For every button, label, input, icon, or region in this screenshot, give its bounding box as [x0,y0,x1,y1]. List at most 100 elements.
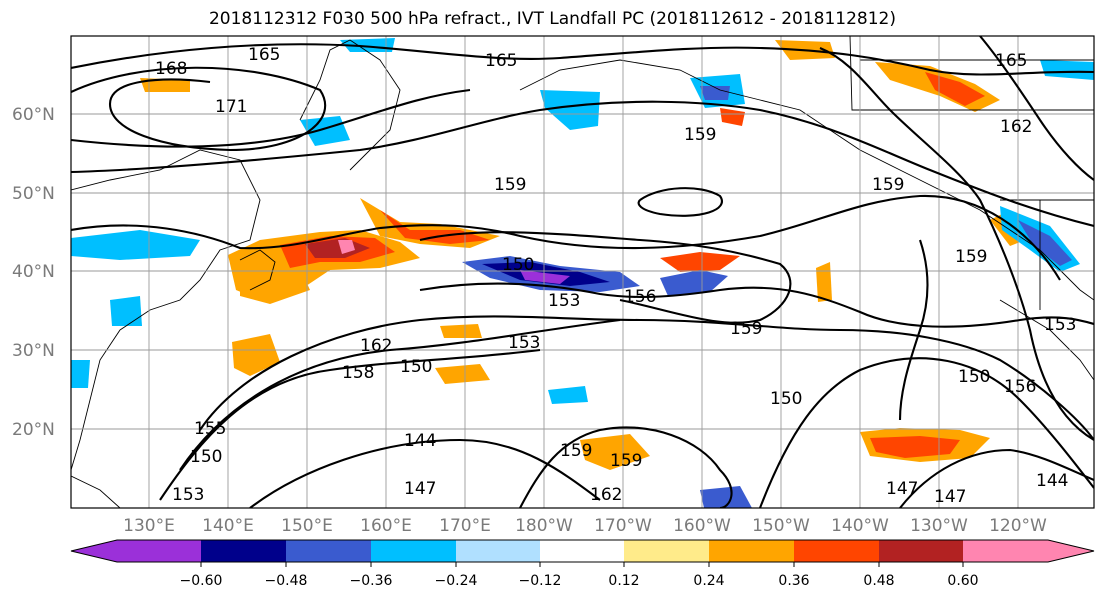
contour-label: 150 [400,357,432,377]
cold-anomaly-core [700,86,730,100]
warm-anomaly-region [240,268,310,304]
contour-label: 165 [995,51,1027,71]
colorbar-outline [70,539,1095,563]
contour-label: 153 [172,485,204,505]
extreme-anomaly-spot [338,240,355,254]
cold-anomaly-region [700,486,752,508]
colorbar-segment [286,540,371,562]
colorbar-tick-label: 0.24 [693,573,724,589]
contour-label: 144 [404,431,436,451]
contour-label: 158 [342,363,374,383]
lon-label: 130°E [123,516,175,536]
contour-label: 159 [955,247,987,267]
cold-anomaly-region [71,230,200,260]
warm-anomaly-core [870,436,960,458]
colorbar-segment [624,540,709,562]
lat-label: 30°N [12,341,55,361]
cold-anomaly-region [548,386,588,404]
map-title: 2018112312 F030 500 hPa refract., IVT La… [208,9,896,29]
contour-label: 159 [560,441,592,461]
warm-anomaly-region [140,78,190,92]
map-frame [70,35,1095,509]
colorbar-segment [540,540,624,562]
colorbar-tick-label: −0.36 [350,573,393,589]
colorbar-segment [709,540,794,562]
contour-label: 153 [1044,315,1076,335]
contour-label: 159 [494,175,526,195]
gridline-layer [71,36,1094,508]
contour-label: 165 [485,51,517,71]
contour-label: 159 [872,175,904,195]
colorbar-segment [456,540,540,562]
cold-anomaly-region [300,116,350,146]
contour-label: 150 [190,447,222,467]
lon-label: 170°W [594,516,652,536]
contour-label: 165 [248,45,280,65]
very-warm-anomaly-core [305,238,370,258]
warm-anomaly-region [580,434,650,470]
lon-label: 140°E [202,516,254,536]
contour-label: 159 [730,319,762,339]
colorbar-ticks [200,562,964,567]
colorbar-segment [879,540,963,562]
contour-label: 171 [215,97,247,117]
warm-anomaly-core [380,210,490,244]
contour-label: 144 [1036,471,1068,491]
contour-label: 147 [404,479,436,499]
colorbar-segment [963,540,1094,562]
contour-label: 162 [590,485,622,505]
warm-anomaly-region [720,108,745,126]
lat-label: 20°N [12,420,55,440]
colorbar-tick-label: 0.12 [608,573,639,589]
colorbar-segment [201,540,286,562]
contour-label: 150 [958,367,990,387]
cold-anomaly-region [110,296,142,326]
contour-label: 162 [360,336,392,356]
cold-anomaly-region [1040,60,1094,80]
warm-anomaly-region [232,334,280,376]
contour-label: 150 [770,389,802,409]
very-strong-cold-anomaly-core [520,270,570,284]
colorbar-tick-label: 0.48 [863,573,894,589]
cold-anomaly-region [71,360,90,388]
colorbar: −0.60 −0.48 −0.36 −0.24 −0.12 0.12 0.24 … [70,539,1095,589]
colorbar-tick-label: 0.60 [947,573,978,589]
colorbar-tick-label: −0.24 [435,573,478,589]
cold-anomaly-region [540,90,600,130]
warm-anomaly-region [435,364,490,384]
contour-label: 150 [502,255,534,275]
lon-label: 150°W [752,516,810,536]
lat-label: 60°N [12,105,55,125]
colorbar-tick-label: −0.12 [519,573,562,589]
contour-label-layer: 168 165 165 171 165 162 159 159 159 159 … [155,45,1076,507]
lat-label: 50°N [12,184,55,204]
lon-label: 140°W [831,516,889,536]
colorbar-segment [71,540,201,562]
contour-label: 153 [508,333,540,353]
contour-label: 162 [1000,117,1032,137]
lon-label: 180°W [515,516,573,536]
contour-label: 147 [934,487,966,507]
contour-label: 159 [610,451,642,471]
longitude-labels: 130°E 140°E 150°E 160°E 170°E 180°W 170°… [123,516,1047,536]
contour-label: 168 [155,59,187,79]
colorbar-tick-label: 0.36 [778,573,809,589]
lon-label: 160°W [673,516,731,536]
cold-anomaly-core [1018,220,1072,266]
contour-layer [71,36,1094,508]
lon-label: 170°E [439,516,491,536]
latitude-labels: 60°N 50°N 40°N 30°N 20°N [12,105,55,440]
lon-label: 150°E [281,516,333,536]
contour-label: 156 [624,287,656,307]
colorbar-tick-label: −0.48 [265,573,308,589]
contour-label: 147 [886,479,918,499]
warm-anomaly-region [440,324,482,338]
contour-label: 155 [194,419,226,439]
lat-label: 40°N [12,262,55,282]
lon-label: 160°E [360,516,412,536]
contour-label: 153 [548,291,580,311]
warm-anomaly-core [925,72,985,106]
colorbar-segment [371,540,456,562]
